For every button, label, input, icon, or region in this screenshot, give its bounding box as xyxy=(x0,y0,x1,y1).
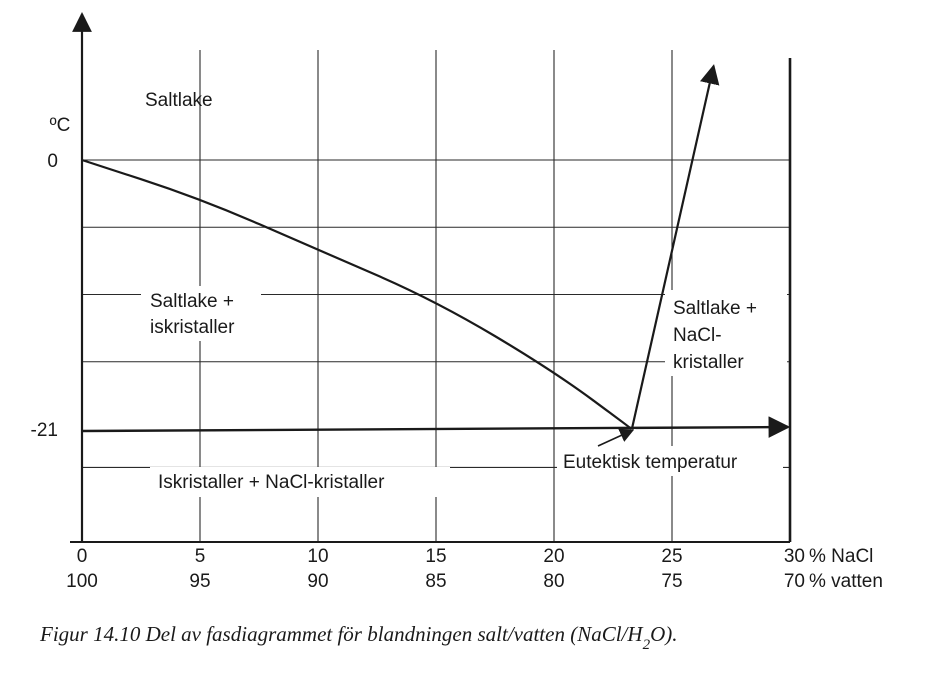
x-tick-label-nacl: 0 xyxy=(77,546,88,567)
y-tick-label: 0 xyxy=(47,151,58,172)
x-tick-label-nacl: 15 xyxy=(425,546,446,567)
region-label-left-line2: iskristaller xyxy=(150,317,235,338)
x-tick-label-water: 85 xyxy=(425,571,446,592)
x-tick-label-water: 70 xyxy=(784,571,805,592)
x-tick-label-water: 90 xyxy=(307,571,328,592)
region-label-bottom: Iskristaller + NaCl-kristaller xyxy=(158,472,385,493)
x-tick-label-nacl: 25 xyxy=(661,546,682,567)
y-unit-label: ºC xyxy=(50,115,71,136)
region-label-left-line1: Saltlake + xyxy=(150,291,234,312)
region-label-right-line3: kristaller xyxy=(673,352,744,373)
eutectic-line xyxy=(82,427,788,431)
data-series xyxy=(82,66,788,431)
x-tick-label-nacl: 20 xyxy=(543,546,564,567)
eutectic-pointer-arrow xyxy=(598,430,633,446)
x-tick-labels: 0 5 10 15 20 25 30 100 95 90 85 80 75 70 xyxy=(66,546,805,592)
x-tick-label-water: 95 xyxy=(189,571,210,592)
x-tick-label-water: 75 xyxy=(661,571,682,592)
x-tick-label-nacl: 10 xyxy=(307,546,328,567)
x-tick-label-nacl: 30 xyxy=(784,546,805,567)
x-end-label-water: % vatten xyxy=(809,571,883,592)
x-end-label-nacl: % NaCl xyxy=(809,546,873,567)
x-tick-label-water: 80 xyxy=(543,571,564,592)
x-tick-label-water: 100 xyxy=(66,571,98,592)
y-tick-label: -21 xyxy=(31,420,58,441)
region-label-saltlake: Saltlake xyxy=(145,90,213,111)
eutectic-annotation: Eutektisk temperatur xyxy=(563,452,738,473)
y-tick-labels: 0 -21 xyxy=(31,151,58,441)
figure-caption: Figur 14.10 Del av fasdiagrammet för bla… xyxy=(39,622,677,653)
region-label-right-line2: NaCl- xyxy=(673,325,722,346)
x-tick-label-nacl: 5 xyxy=(195,546,206,567)
region-label-right-line1: Saltlake + xyxy=(673,298,757,319)
